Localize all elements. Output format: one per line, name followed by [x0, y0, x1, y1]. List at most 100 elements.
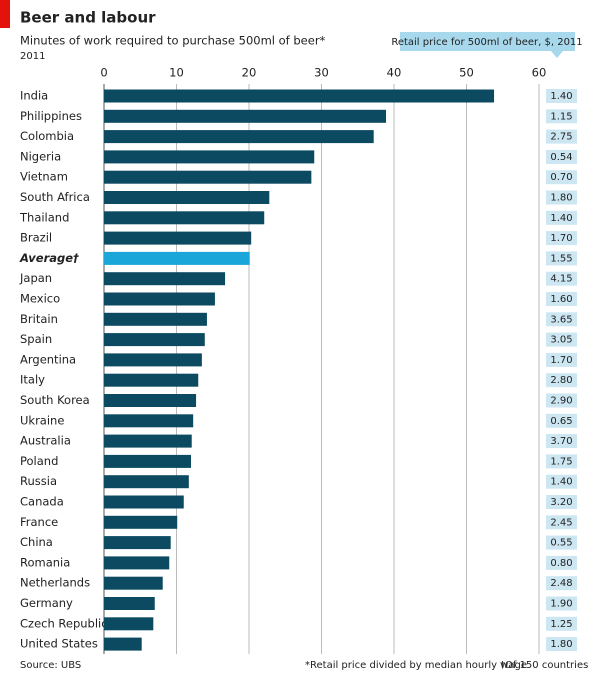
- bar: [104, 475, 189, 489]
- price-box: [546, 210, 577, 225]
- price-box: [546, 190, 577, 205]
- bar: [104, 454, 191, 468]
- x-tick-label: 20: [242, 66, 257, 80]
- y-tick-label: Canada: [20, 495, 64, 509]
- price-label: 2.48: [550, 578, 572, 589]
- bar: [104, 394, 197, 407]
- price-box: [546, 474, 577, 489]
- chart-title: Beer and labour: [20, 9, 156, 27]
- price-label: 0.55: [550, 538, 572, 549]
- bar: [104, 292, 215, 306]
- price-box: [546, 129, 577, 144]
- price-box: [546, 413, 577, 428]
- x-tick-label: 10: [169, 66, 184, 80]
- brand-tag: [0, 0, 10, 28]
- y-tick-label: Germany: [20, 596, 73, 610]
- bar: [104, 272, 226, 286]
- price-box: [546, 576, 577, 591]
- price-label: 0.65: [550, 416, 572, 427]
- bar: [104, 434, 192, 448]
- bar: [104, 333, 205, 347]
- bar: [104, 170, 312, 184]
- price-box: [546, 170, 577, 185]
- price-label: 1.55: [550, 253, 572, 264]
- price-label: 2.75: [550, 132, 572, 143]
- price-box: [546, 109, 577, 124]
- bar: [104, 637, 142, 651]
- price-header: Retail price for 500ml of beer, $, 2011: [391, 37, 582, 48]
- bar: [104, 515, 178, 529]
- price-label: 1.40: [550, 91, 572, 102]
- bar: [104, 617, 154, 631]
- bar: [104, 556, 170, 570]
- y-tick-label: Netherlands: [20, 576, 90, 590]
- y-tick-label: South Africa: [20, 190, 90, 204]
- y-tick-label: Argentina: [20, 352, 76, 366]
- bar: [104, 576, 163, 590]
- price-box: [546, 495, 577, 509]
- y-tick-label: Mexico: [20, 292, 60, 306]
- y-tick-label: Philippines: [20, 109, 82, 123]
- price-box: [546, 149, 577, 164]
- price-label: 1.25: [550, 619, 572, 630]
- bar: [104, 109, 387, 123]
- bar: [104, 597, 155, 610]
- y-tick-label: Japan: [19, 271, 52, 285]
- bar: [104, 130, 374, 144]
- x-tick-label: 60: [532, 66, 547, 80]
- footnote: †Of 150 countries: [500, 660, 588, 671]
- price-label: 1.70: [550, 233, 572, 244]
- price-label: 1.80: [550, 639, 572, 650]
- date-note: 2011: [20, 51, 45, 62]
- bar: [104, 353, 202, 367]
- bar: [104, 150, 315, 164]
- price-box: [546, 454, 577, 469]
- price-label: 3.05: [550, 335, 572, 346]
- price-label: 1.40: [550, 477, 572, 488]
- price-label: 1.70: [550, 355, 572, 366]
- price-label: 3.65: [550, 314, 572, 325]
- price-label: 0.70: [550, 172, 572, 183]
- bar: [104, 414, 194, 428]
- price-label: 4.15: [550, 274, 572, 285]
- price-header-pointer: [551, 51, 563, 58]
- price-box: [546, 535, 577, 550]
- price-header-box: [400, 32, 575, 51]
- y-tick-label: Colombia: [20, 129, 74, 143]
- price-box: [546, 393, 577, 408]
- price-label: 1.60: [550, 294, 572, 305]
- price-box: [546, 89, 577, 103]
- bar: [104, 251, 250, 265]
- y-tick-label: Australia: [20, 434, 71, 448]
- source: Source: UBS: [20, 660, 81, 671]
- price-box: [546, 596, 577, 611]
- price-label: 0.54: [550, 152, 572, 163]
- y-tick-label: Average†: [19, 251, 79, 265]
- bar: [104, 89, 495, 103]
- y-tick-label: Russia: [20, 474, 57, 488]
- x-tick-label: 0: [100, 66, 107, 80]
- price-box: [546, 251, 577, 266]
- bar: [104, 312, 207, 326]
- price-box: [546, 292, 577, 306]
- y-tick-label: Nigeria: [20, 149, 61, 163]
- y-tick-label: China: [20, 535, 53, 549]
- chart-subtitle: Minutes of work required to purchase 500…: [20, 34, 326, 48]
- y-tick-label: Vietnam: [20, 170, 68, 184]
- price-box: [546, 332, 577, 347]
- price-box: [546, 555, 577, 570]
- price-box: [546, 352, 577, 367]
- y-tick-label: France: [20, 515, 58, 529]
- x-tick-label: 50: [459, 66, 474, 80]
- y-tick-label: Czech Republic: [20, 616, 108, 630]
- x-tick-label: 30: [314, 66, 329, 80]
- price-label: 1.15: [550, 111, 572, 122]
- bar: [104, 495, 184, 509]
- footnote: *Retail price divided by median hourly w…: [305, 660, 527, 671]
- y-tick-label: Spain: [20, 332, 52, 346]
- bar: [104, 211, 265, 225]
- y-tick-label: Brazil: [20, 231, 52, 245]
- price-box: [546, 312, 577, 327]
- y-tick-label: South Korea: [20, 393, 90, 407]
